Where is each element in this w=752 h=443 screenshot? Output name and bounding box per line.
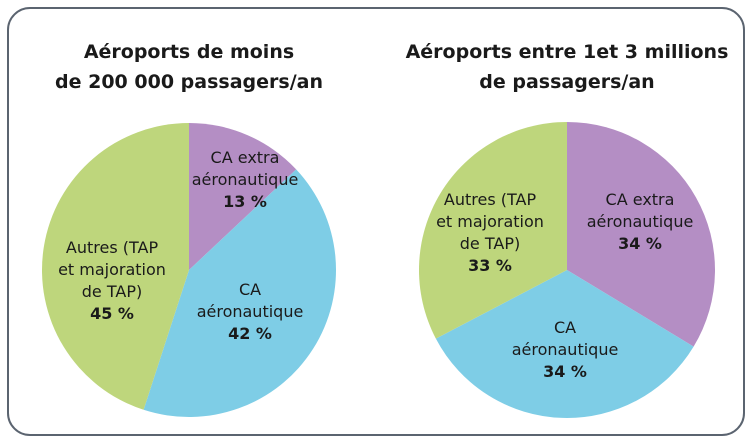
slice-value: 42 %: [228, 324, 272, 343]
slice-label: CA extra aéronautique: [192, 148, 299, 189]
slice-value: 34 %: [543, 362, 587, 381]
slice-label: CA aéronautique: [512, 318, 619, 359]
chart-title: Aéroports de moins de 200 000 passagers/a…: [55, 41, 323, 93]
pie-slice: [435, 270, 694, 419]
slice-label: CA aéronautique: [197, 280, 304, 321]
pie-slice: [42, 123, 189, 410]
pie-slice: [419, 122, 567, 339]
slice-value: 45 %: [90, 304, 134, 323]
chart-title: Aéroports entre 1et 3 millions de passage…: [406, 41, 729, 93]
slice-value: 33 %: [468, 256, 512, 275]
pie-slice: [567, 122, 716, 347]
slice-label: CA extra aéronautique: [587, 190, 694, 231]
slice-value: 34 %: [618, 234, 662, 253]
slice-value: 13 %: [223, 192, 267, 211]
pie-slice: [143, 169, 336, 417]
slice-label: Autres (TAP et majoration de TAP): [436, 190, 544, 253]
slice-label: Autres (TAP et majoration de TAP): [58, 238, 166, 301]
pie-slice: [189, 123, 297, 270]
